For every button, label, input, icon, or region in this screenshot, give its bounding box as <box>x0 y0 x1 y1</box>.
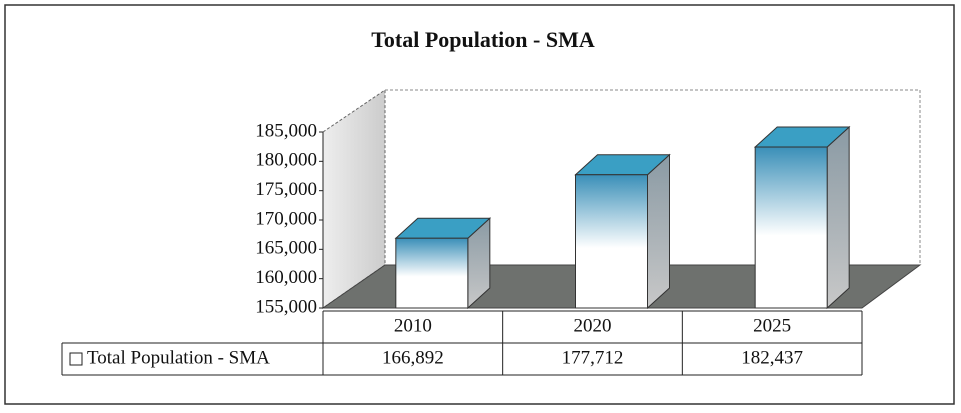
x-tick-label: 2020 <box>574 315 612 336</box>
legend-swatch <box>69 352 83 366</box>
y-tick-label: 155,000 <box>255 296 317 317</box>
chart-title: Total Population - SMA <box>371 27 595 52</box>
y-tick-label: 165,000 <box>255 238 317 259</box>
y-tick-label: 175,000 <box>255 179 317 200</box>
legend-label: Total Population - SMA <box>87 347 270 368</box>
y-tick-label: 160,000 <box>255 267 317 288</box>
data-label: 182,437 <box>741 347 803 368</box>
bar-side <box>826 125 850 310</box>
data-label: 177,712 <box>562 347 624 368</box>
bar-side <box>647 153 670 310</box>
y-tick-label: 170,000 <box>255 208 317 229</box>
y-tick-label: 180,000 <box>255 150 317 171</box>
bar <box>575 174 648 309</box>
y-tick-label: 185,000 <box>255 120 317 141</box>
back-wall <box>385 89 921 265</box>
data-label: 166,892 <box>382 347 444 368</box>
bar <box>395 237 469 309</box>
frame <box>4 4 955 405</box>
x-tick-label: 2025 <box>753 315 791 336</box>
side-wall <box>322 89 386 309</box>
x-tick-label: 2010 <box>394 315 432 336</box>
bar <box>754 146 828 309</box>
